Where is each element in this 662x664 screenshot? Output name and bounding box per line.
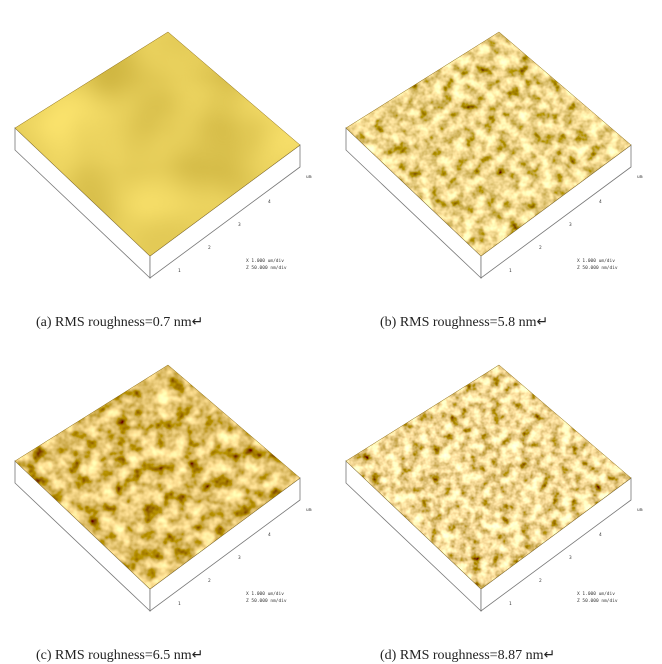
caption: (a) RMS roughness=0.7 nm↵ xyxy=(36,315,203,330)
axis-label: 2 xyxy=(539,245,542,251)
scale-label: Z 50.000 nm/div xyxy=(577,265,618,271)
axis-label: 4 xyxy=(599,532,602,538)
scale-label: X 1.000 um/div xyxy=(577,591,615,597)
caption: (b) RMS roughness=5.8 nm↵ xyxy=(380,315,548,330)
surface xyxy=(341,358,636,594)
caption: (d) RMS roughness=8.87 nm↵ xyxy=(380,648,555,663)
axis-label: 4 xyxy=(268,199,271,205)
scale-label: X 1.000 um/div xyxy=(246,591,284,597)
caption: (c) RMS roughness=6.5 nm↵ xyxy=(36,648,203,663)
axis-label: 3 xyxy=(569,222,572,228)
surface xyxy=(10,358,305,594)
axis-label: 4 xyxy=(268,532,271,538)
scale-label: X 1.000 um/div xyxy=(246,258,284,264)
surface-texture xyxy=(10,358,305,594)
surface-texture xyxy=(341,25,636,261)
axis-unit: um xyxy=(306,175,312,180)
surface-texture xyxy=(341,358,636,594)
axis-label: 1 xyxy=(178,268,181,274)
scale-label: X 1.000 um/div xyxy=(577,258,615,264)
axis-label: 4 xyxy=(599,199,602,205)
axis-label: 2 xyxy=(208,245,211,251)
axis-label: 2 xyxy=(539,578,542,584)
axis-label: 1 xyxy=(178,601,181,607)
axis-label: 1 xyxy=(509,268,512,274)
surface-texture xyxy=(10,25,305,261)
scale-label: Z 50.000 nm/div xyxy=(577,598,618,604)
axis-label: 3 xyxy=(238,222,241,228)
axis-unit: um xyxy=(306,508,312,513)
axis-unit: um xyxy=(637,175,643,180)
axis-label: 2 xyxy=(208,578,211,584)
surface xyxy=(10,25,305,261)
axis-label: 3 xyxy=(569,555,572,561)
axis-label: 3 xyxy=(238,555,241,561)
figure: 1234umX 1.000 um/divZ 50.000 nm/div(a) R… xyxy=(0,0,662,664)
scale-label: Z 50.000 nm/div xyxy=(246,598,287,604)
axis-unit: um xyxy=(637,508,643,513)
scale-label: Z 50.000 nm/div xyxy=(246,265,287,271)
axis-label: 1 xyxy=(509,601,512,607)
surface xyxy=(341,25,636,261)
